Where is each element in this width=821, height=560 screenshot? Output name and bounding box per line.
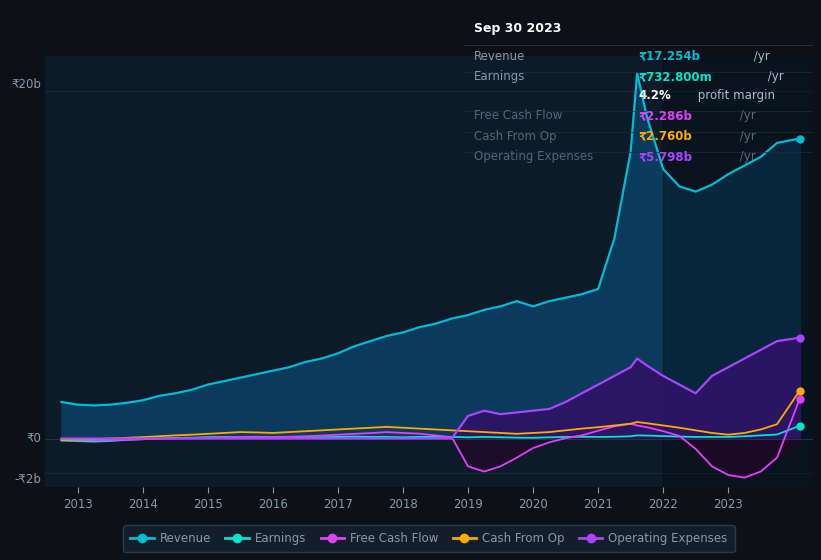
Text: Revenue: Revenue [475,50,525,63]
Text: ₹5.798b: ₹5.798b [639,150,692,163]
Text: Cash From Op: Cash From Op [475,130,557,143]
Text: /yr: /yr [736,150,756,163]
Text: Operating Expenses: Operating Expenses [475,150,594,163]
Text: Free Cash Flow: Free Cash Flow [475,109,562,123]
Text: ₹0: ₹0 [26,432,41,445]
Legend: Revenue, Earnings, Free Cash Flow, Cash From Op, Operating Expenses: Revenue, Earnings, Free Cash Flow, Cash … [123,525,735,553]
Text: /yr: /yr [750,50,770,63]
Bar [663,56,813,487]
Text: ₹20b: ₹20b [11,78,41,91]
Text: ₹2.286b: ₹2.286b [639,109,692,123]
Text: Sep 30 2023: Sep 30 2023 [475,22,562,35]
Text: ₹2.760b: ₹2.760b [639,130,692,143]
Text: ₹17.254b: ₹17.254b [639,50,700,63]
Text: Earnings: Earnings [475,70,525,83]
Text: profit margin: profit margin [695,89,775,102]
Text: /yr: /yr [736,109,756,123]
Text: /yr: /yr [736,130,756,143]
Text: -₹2b: -₹2b [15,473,41,486]
Text: ₹732.800m: ₹732.800m [639,70,712,83]
Text: /yr: /yr [764,70,784,83]
Text: 4.2%: 4.2% [639,89,671,102]
